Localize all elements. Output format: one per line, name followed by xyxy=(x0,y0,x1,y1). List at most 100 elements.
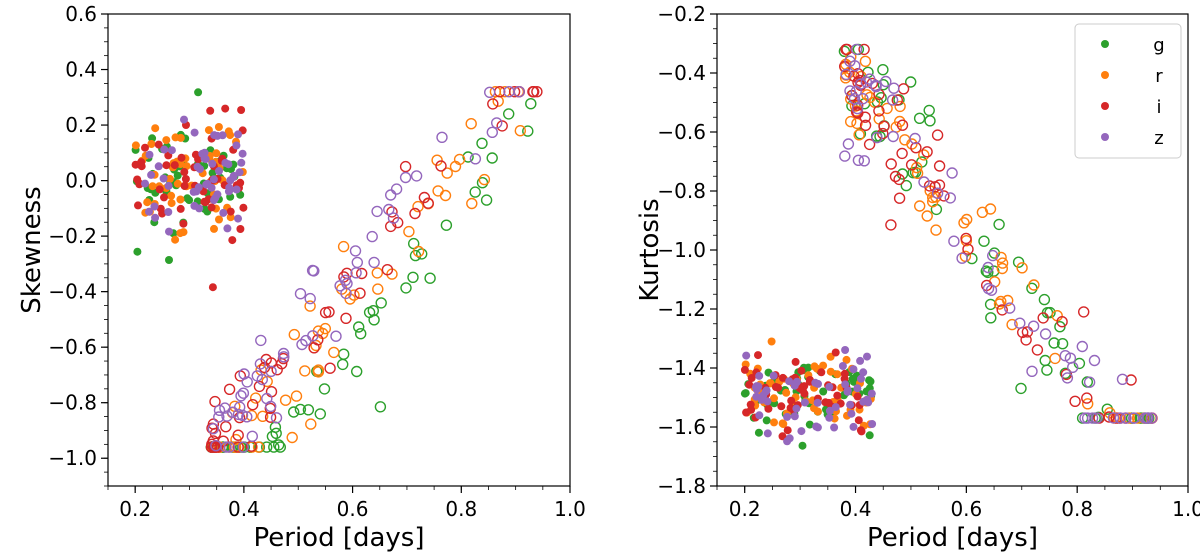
point-open-r xyxy=(881,102,893,115)
point-open-r xyxy=(337,240,350,253)
point-filled-z xyxy=(223,224,232,233)
point-open-z xyxy=(987,249,999,262)
point-open-g xyxy=(854,127,867,140)
x-tick-label: 0.2 xyxy=(119,497,151,521)
point-filled-i xyxy=(206,106,215,115)
point-filled-r xyxy=(167,191,176,200)
point-open-z xyxy=(513,85,525,98)
point-filled-r xyxy=(212,149,221,158)
point-filled-i xyxy=(208,283,217,292)
point-open-g xyxy=(462,151,474,163)
point-filled-z xyxy=(759,391,768,400)
point-filled-i xyxy=(853,392,862,401)
point-open-z xyxy=(852,154,865,167)
point-filled-z xyxy=(221,158,230,167)
point-filled-z xyxy=(234,214,242,223)
point-open-z xyxy=(1120,412,1132,424)
point-open-g xyxy=(374,401,387,413)
point-open-i xyxy=(399,160,412,173)
point-filled-z xyxy=(859,368,868,377)
point-open-r xyxy=(918,149,930,161)
point-open-r xyxy=(431,154,443,166)
point-filled-z xyxy=(154,162,163,171)
point-open-i xyxy=(531,85,543,98)
point-filled-r xyxy=(782,388,791,397)
point-filled-z xyxy=(792,404,801,413)
point-filled-i xyxy=(179,219,188,228)
point-filled-z xyxy=(237,158,246,167)
point-open-i xyxy=(931,129,944,141)
point-open-z xyxy=(842,138,855,150)
point-open-i xyxy=(487,98,499,110)
axes-frame xyxy=(107,13,571,487)
point-filled-i xyxy=(791,357,800,366)
point-open-g xyxy=(351,365,363,378)
point-open-z xyxy=(1086,412,1099,424)
point-open-z xyxy=(491,117,503,129)
point-open-z xyxy=(232,408,245,421)
point-filled-i xyxy=(840,369,849,378)
point-filled-z xyxy=(235,168,244,177)
point-open-g xyxy=(476,137,488,150)
legend-marker-r xyxy=(1101,71,1109,79)
point-open-z xyxy=(844,55,856,67)
point-open-z xyxy=(238,368,250,380)
point-open-i xyxy=(873,105,885,117)
point-filled-z xyxy=(190,128,199,137)
point-open-g xyxy=(1012,256,1025,268)
point-open-r xyxy=(249,392,262,404)
point-open-i xyxy=(893,173,905,186)
point-open-r xyxy=(996,257,1009,269)
point-open-g xyxy=(877,78,889,91)
point-open-z xyxy=(839,150,851,162)
point-filled-g xyxy=(173,171,182,180)
point-open-r xyxy=(286,431,298,444)
point-open-z xyxy=(1079,412,1091,424)
point-open-r xyxy=(412,245,425,258)
point-open-r xyxy=(299,365,311,377)
point-filled-z xyxy=(755,371,764,380)
point-open-r xyxy=(894,115,906,128)
point-filled-g xyxy=(805,420,814,429)
point-filled-z xyxy=(232,141,241,150)
point-open-i xyxy=(1069,395,1081,407)
legend-label-i: i xyxy=(1156,97,1161,118)
point-open-r xyxy=(894,100,906,113)
point-open-g xyxy=(440,219,453,231)
point-open-g xyxy=(1073,357,1086,370)
point-open-g xyxy=(270,427,282,439)
point-filled-z xyxy=(232,185,241,194)
point-open-i xyxy=(1103,411,1115,423)
point-open-r xyxy=(439,189,452,202)
y-tick-label: −1.6 xyxy=(657,415,706,439)
point-open-z xyxy=(399,171,412,184)
point-open-r xyxy=(245,409,258,422)
point-filled-z xyxy=(790,412,799,421)
point-filled-i xyxy=(154,140,163,149)
point-filled-i xyxy=(777,402,786,411)
point-open-z xyxy=(1142,412,1154,424)
point-filled-g xyxy=(754,428,763,437)
point-filled-z xyxy=(825,413,834,422)
point-filled-z xyxy=(150,202,159,211)
point-open-r xyxy=(914,200,926,212)
point-open-i xyxy=(896,119,909,131)
point-open-g xyxy=(469,186,481,198)
point-open-z xyxy=(858,155,870,167)
point-filled-z xyxy=(165,227,173,236)
point-open-z xyxy=(844,85,856,97)
point-filled-i xyxy=(180,181,189,190)
point-open-z xyxy=(1083,376,1096,388)
point-filled-z xyxy=(180,115,188,124)
point-filled-i xyxy=(236,225,245,233)
point-open-z xyxy=(330,330,342,342)
point-filled-z xyxy=(234,130,242,139)
point-open-z xyxy=(887,130,899,143)
point-open-z xyxy=(1066,361,1079,373)
legend-label-z: z xyxy=(1154,128,1163,149)
point-open-r xyxy=(859,55,872,67)
point-open-g xyxy=(913,112,926,125)
point-filled-z xyxy=(209,175,218,184)
point-open-i xyxy=(340,312,352,324)
point-open-r xyxy=(958,217,970,229)
